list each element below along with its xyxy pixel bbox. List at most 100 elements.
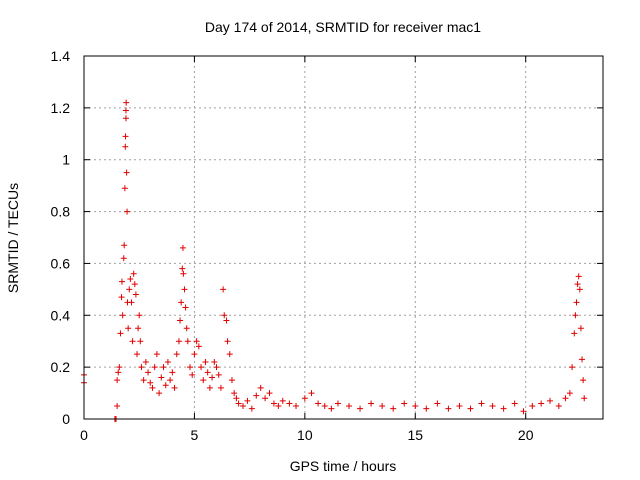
data-point: [147, 379, 154, 386]
data-point: [275, 403, 282, 410]
data-point: [115, 369, 122, 376]
data-point: [500, 405, 507, 412]
data-point: [478, 400, 485, 407]
data-point: [368, 400, 375, 407]
data-point: [200, 377, 207, 384]
data-point: [231, 390, 238, 397]
x-tick-label: 5: [191, 427, 199, 443]
data-point: [121, 185, 128, 192]
data-point: [235, 400, 242, 407]
data-point: [257, 384, 264, 391]
data-point: [286, 400, 293, 407]
data-point: [169, 369, 176, 376]
data-point: [124, 208, 131, 215]
data-point: [177, 317, 184, 324]
data-point: [122, 115, 129, 122]
data-point: [202, 358, 209, 365]
data-point: [571, 330, 578, 337]
data-point: [181, 286, 188, 293]
data-points: [81, 99, 588, 422]
data-point: [334, 400, 341, 407]
data-point: [577, 325, 584, 332]
data-point: [145, 369, 152, 376]
data-point: [131, 281, 138, 288]
data-point: [346, 403, 353, 410]
data-point: [128, 299, 135, 306]
data-point: [160, 364, 167, 371]
data-point: [206, 384, 213, 391]
data-point: [270, 400, 277, 407]
data-point: [223, 317, 230, 324]
data-point: [574, 281, 581, 288]
axis-ticks: 0 5 10 15 20 0 0.2 0.4 0.6 0.8 1 1.2 1.4: [51, 48, 603, 443]
data-point: [138, 364, 145, 371]
data-point: [328, 405, 335, 412]
y-tick-label: 0.2: [51, 359, 71, 375]
data-point: [149, 384, 156, 391]
data-point: [390, 405, 397, 412]
data-point: [211, 358, 218, 365]
data-point: [135, 325, 142, 332]
data-point: [134, 351, 141, 358]
data-point: [562, 395, 569, 402]
data-point: [137, 338, 144, 345]
data-point: [401, 400, 408, 407]
data-point: [379, 403, 386, 410]
data-point: [119, 312, 126, 319]
data-point: [253, 392, 260, 399]
data-point: [221, 312, 228, 319]
data-point: [240, 403, 247, 410]
data-point: [279, 397, 286, 404]
x-tick-label: 10: [297, 427, 313, 443]
data-point: [204, 369, 211, 376]
data-point: [187, 364, 194, 371]
data-point: [215, 371, 222, 378]
data-point: [136, 312, 143, 319]
data-point: [129, 338, 136, 345]
data-point: [456, 403, 463, 410]
data-point: [315, 400, 322, 407]
data-point: [511, 400, 518, 407]
y-tick-label: 0.6: [51, 255, 71, 271]
data-point: [183, 325, 190, 332]
x-tick-label: 0: [80, 427, 88, 443]
data-point: [198, 364, 205, 371]
data-point: [423, 405, 430, 412]
data-point: [189, 371, 196, 378]
data-point: [489, 403, 496, 410]
data-point: [566, 390, 573, 397]
data-point: [467, 405, 474, 412]
data-point: [153, 351, 160, 358]
data-point: [213, 364, 220, 371]
data-point: [445, 405, 452, 412]
data-point: [576, 286, 583, 293]
data-point: [308, 390, 315, 397]
data-point: [156, 390, 163, 397]
data-point: [167, 377, 174, 384]
data-point: [164, 358, 171, 365]
x-axis-label: GPS time / hours: [290, 458, 397, 474]
data-point: [226, 351, 233, 358]
data-point: [130, 270, 137, 277]
data-point: [122, 143, 129, 150]
y-tick-label: 1: [62, 152, 70, 168]
data-point: [122, 133, 129, 140]
data-point: [180, 270, 187, 277]
data-point: [184, 338, 191, 345]
data-point: [117, 330, 124, 337]
data-point: [209, 374, 216, 381]
data-point: [546, 397, 553, 404]
y-tick-label: 0: [62, 411, 70, 427]
data-point: [123, 169, 130, 176]
data-point: [220, 286, 227, 293]
data-point: [321, 403, 328, 410]
data-point: [123, 99, 130, 106]
data-point: [120, 255, 127, 262]
data-point: [195, 343, 202, 350]
data-point: [266, 390, 273, 397]
data-point: [178, 299, 185, 306]
y-axis-label: SRMTID / TECUs: [5, 183, 21, 293]
data-point: [520, 408, 527, 415]
data-point: [529, 403, 536, 410]
